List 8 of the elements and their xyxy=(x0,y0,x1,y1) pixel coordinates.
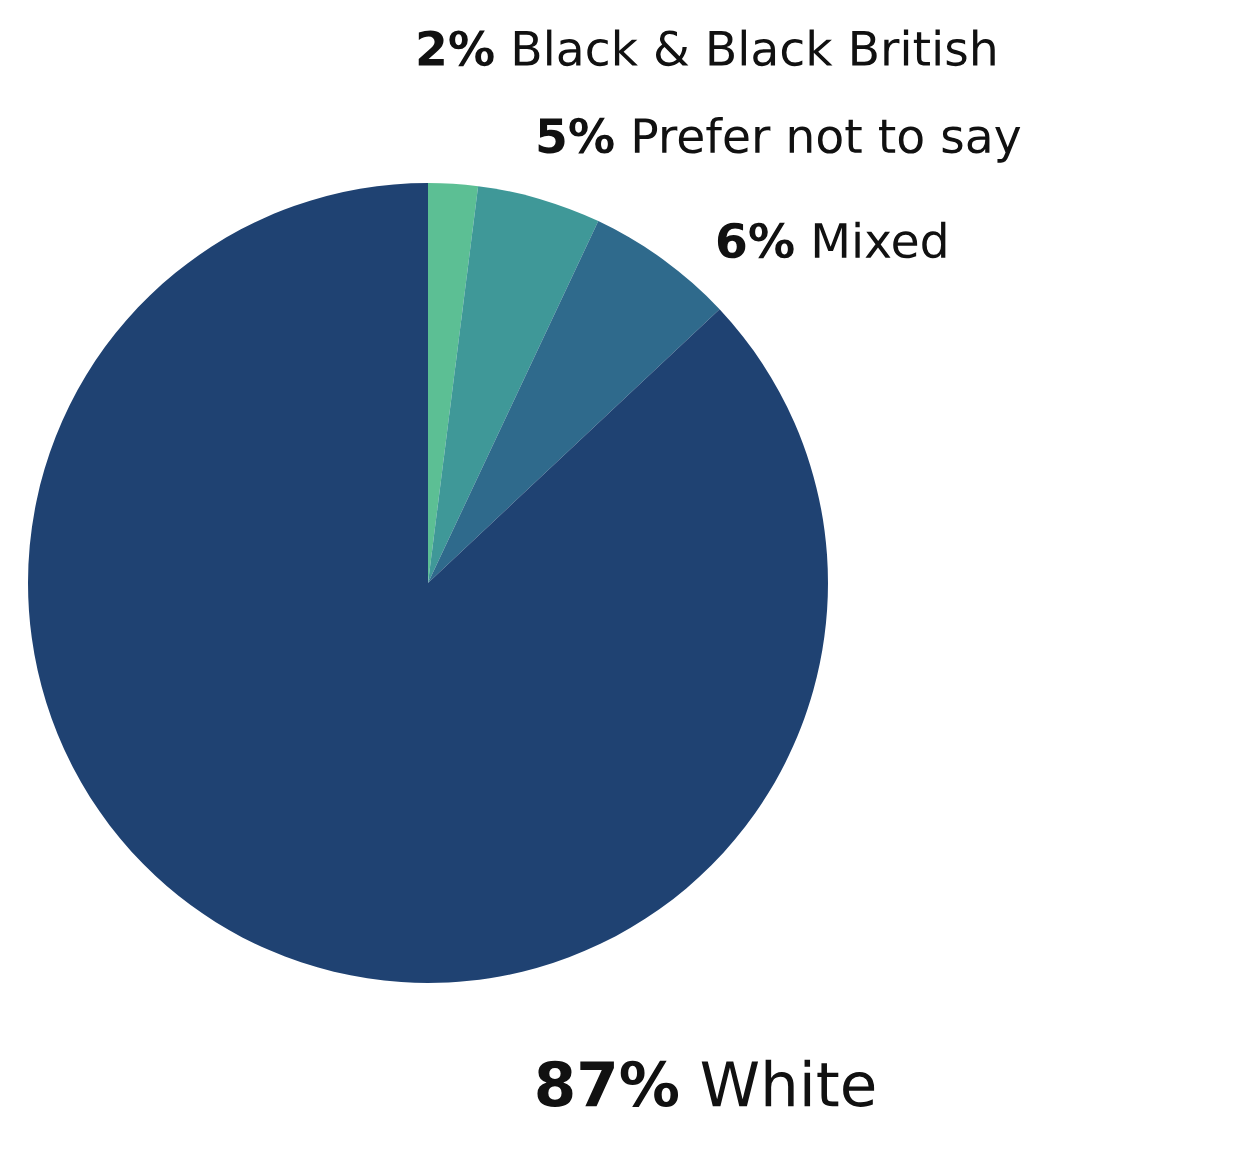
data-label: 5% xyxy=(538,117,614,154)
slice-label: Black & Black British xyxy=(514,29,995,67)
slice-label: Prefer not to say xyxy=(634,116,1021,163)
slice-label: Mixed xyxy=(814,221,946,259)
data-label: 6% xyxy=(717,222,794,259)
data-label: 2% xyxy=(418,30,494,67)
data-label: 87% xyxy=(537,1060,679,1108)
slice-label: White xyxy=(701,1059,875,1108)
